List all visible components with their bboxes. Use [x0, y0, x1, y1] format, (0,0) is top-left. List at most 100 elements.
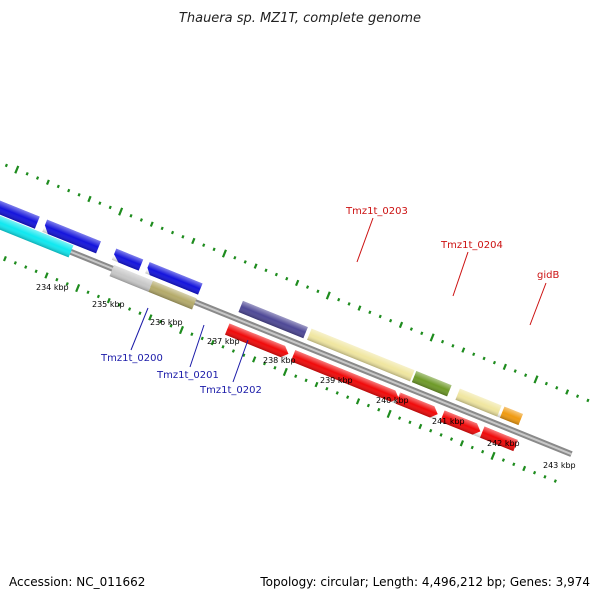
gc-mark: [386, 409, 392, 419]
gc-mark: [191, 237, 196, 245]
tick-label: 243 kbp: [543, 461, 576, 470]
gene-label-gidB[interactable]: gidB: [537, 270, 559, 281]
gc-mark: [86, 290, 90, 295]
tick-label: 236 kbp: [150, 318, 183, 327]
gc-mark: [202, 243, 206, 247]
map-title: Thauera sp. MZ1T, complete genome: [179, 11, 421, 26]
genome-summary-text: Topology: circular; Length: 4,496,212 bp…: [259, 575, 590, 589]
reverse-genes: [0, 170, 518, 452]
gc-mark: [169, 324, 173, 328]
gc-mark: [200, 336, 204, 341]
gc-mark: [108, 205, 112, 210]
tick-label: 234 kbp: [36, 283, 69, 292]
gc-mark: [67, 188, 71, 193]
gc-mark: [4, 163, 8, 168]
gc-mark: [513, 369, 517, 373]
gc-mark: [451, 344, 455, 348]
gc-mark: [170, 230, 175, 235]
leader-line: [189, 324, 205, 368]
gc-mark: [449, 437, 454, 441]
gc-mark: [337, 297, 341, 302]
gc-mark: [127, 307, 132, 311]
gc-mark: [429, 428, 433, 433]
gc-mark: [221, 344, 225, 349]
gc-mark: [87, 195, 92, 203]
gc-mark: [472, 352, 476, 357]
tick-label: 241 kbp: [432, 417, 465, 426]
gc-mark: [96, 294, 100, 299]
gc-mark: [55, 277, 59, 282]
gc-mark: [409, 327, 413, 331]
tick-label: 235 kbp: [92, 300, 125, 309]
gc-mark: [553, 479, 557, 483]
gc-mark: [439, 433, 443, 437]
gc-mark: [45, 179, 50, 185]
gc-mark: [481, 449, 485, 454]
gc-mark: [325, 291, 331, 300]
gc-mark: [190, 332, 194, 337]
gc-track-outer: [4, 163, 590, 403]
gene-label-tmz1t-0200[interactable]: Tmz1t_0200: [100, 353, 163, 364]
gc-mark: [544, 381, 548, 386]
gc-mark: [347, 302, 351, 306]
gc-mark: [138, 311, 142, 316]
gc-mark: [118, 207, 124, 216]
leader-line: [356, 217, 374, 263]
gc-mark: [25, 172, 29, 176]
gc-mark: [389, 318, 393, 323]
gene-label-tmz1t-0204[interactable]: Tmz1t_0204: [440, 240, 503, 251]
gc-mark: [408, 420, 412, 425]
gc-mark: [98, 201, 102, 206]
gc-mark: [253, 263, 258, 269]
gc-mark: [482, 356, 486, 361]
gc-mark: [501, 458, 505, 462]
gc-mark: [210, 339, 215, 346]
gc-mark: [492, 360, 497, 365]
gc-mark: [117, 303, 121, 307]
gc-mark: [314, 381, 319, 388]
gc-mark: [398, 321, 404, 329]
gc-mark: [282, 367, 288, 377]
gene-label-tmz1t-0201[interactable]: Tmz1t_0201: [156, 370, 219, 381]
gc-mark: [178, 325, 185, 335]
gc-mark: [181, 234, 185, 239]
gc-mark: [34, 269, 38, 274]
gene-labels: Tmz1t_0200 Tmz1t_0201 Tmz1t_0202 Tmz1t_0…: [100, 206, 559, 396]
gc-mark: [366, 403, 370, 408]
gc-mark: [305, 285, 310, 289]
gc-mark: [565, 389, 570, 395]
gc-mark: [77, 193, 81, 197]
gc-mark: [212, 247, 216, 252]
gc-mark: [470, 445, 474, 450]
gc-mark: [2, 255, 7, 262]
gc-mark: [429, 333, 435, 342]
gc-mark: [346, 395, 350, 399]
label-leaders: [130, 217, 547, 383]
tick-label: 242 kbp: [487, 439, 520, 448]
gc-mark: [264, 268, 268, 273]
gc-mark: [274, 272, 278, 277]
gc-mark: [65, 282, 69, 286]
gc-mark: [35, 176, 40, 180]
gc-mark: [357, 305, 362, 311]
gc-mark: [420, 331, 424, 336]
gc-mark: [522, 465, 527, 472]
leader-line: [232, 339, 249, 383]
leader-line: [452, 251, 469, 297]
gc-mark: [355, 398, 361, 405]
gc-track-inner: [2, 255, 557, 483]
gc-mark: [532, 470, 537, 475]
gc-mark: [378, 314, 382, 319]
gc-mark: [325, 386, 329, 391]
gene-label-tmz1t-0202[interactable]: Tmz1t_0202: [199, 385, 262, 396]
accession-text: Accession: NC_011662: [9, 575, 145, 589]
gc-mark: [316, 289, 320, 294]
gc-mark: [524, 373, 528, 378]
gc-mark: [221, 249, 227, 258]
tick-label: 237 kbp: [207, 337, 240, 346]
gc-mark: [106, 297, 111, 304]
gene-label-tmz1t-0203[interactable]: Tmz1t_0203: [345, 206, 408, 217]
gc-mark: [14, 165, 20, 174]
